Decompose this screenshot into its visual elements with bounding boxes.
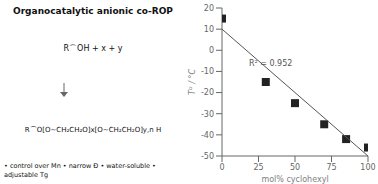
svg-text:-30: -30 bbox=[201, 110, 214, 119]
svg-text:-20: -20 bbox=[201, 88, 214, 97]
svg-text:Tᴳ / °C: Tᴳ / °C bbox=[188, 69, 197, 96]
svg-text:100: 100 bbox=[360, 163, 370, 172]
svg-text:R² = 0.952: R² = 0.952 bbox=[249, 59, 292, 68]
svg-text:50: 50 bbox=[290, 163, 300, 172]
html-text:Organocatalytic anionic co-ROP: Organocatalytic anionic co-ROP bbox=[13, 6, 173, 16]
svg-text:0: 0 bbox=[219, 163, 224, 172]
svg-text:20: 20 bbox=[204, 4, 214, 13]
svg-text:75: 75 bbox=[326, 163, 336, 172]
html-text:• control over Mn • narrow Đ •: • control over Mn • narrow Đ • water-sol… bbox=[4, 162, 156, 179]
svg-text:10: 10 bbox=[204, 25, 214, 34]
html-text:R⌒OH + x + y: R⌒OH + x + y bbox=[63, 44, 123, 54]
svg-text:-40: -40 bbox=[201, 131, 214, 140]
svg-text:-50: -50 bbox=[201, 152, 214, 161]
svg-text:mol% cyclohexyl: mol% cyclohexyl bbox=[261, 175, 328, 184]
svg-text:0: 0 bbox=[209, 46, 214, 55]
svg-text:25: 25 bbox=[253, 163, 263, 172]
svg-text:-10: -10 bbox=[201, 67, 214, 76]
html-text:R⌒O[O~CH₂CH₂O]x[O~CH₂CH₂O]y,n: R⌒O[O~CH₂CH₂O]x[O~CH₂CH₂O]y,n H bbox=[24, 125, 162, 134]
